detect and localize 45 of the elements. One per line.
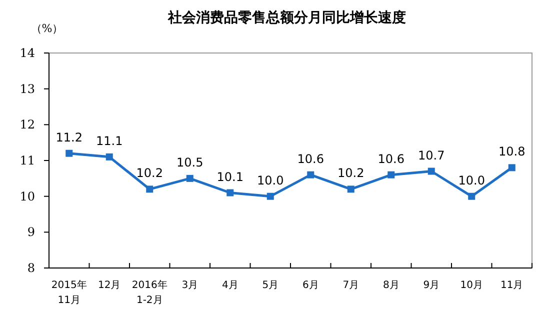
point (468, 192, 476, 200)
data-label: 10.0 (458, 173, 485, 188)
y-tick-label: 13 (20, 82, 35, 96)
data-label: 10.8 (498, 144, 526, 159)
data-label: 10.2 (338, 166, 364, 180)
y-axis-title: （%） (30, 22, 64, 35)
y-tick-label: 9 (27, 225, 35, 240)
y-tick-label: 8 (27, 261, 35, 275)
x-tick-label: 2016年 1-2月 (132, 279, 168, 306)
point (266, 192, 274, 200)
data-label: 10.6 (378, 152, 404, 166)
point (388, 171, 395, 178)
point (186, 174, 194, 182)
data-label: 10.0 (257, 173, 284, 188)
y-tick-label: 14 (20, 46, 36, 60)
point (66, 150, 73, 157)
point (347, 186, 354, 193)
chart-title: 社会消费品零售总额分月同比增长速度 (167, 9, 406, 26)
x-tick-label: 5月 (262, 280, 279, 291)
data-label: 11.1 (96, 134, 123, 148)
x-tick-label: 10月 (460, 280, 483, 291)
point (428, 168, 435, 175)
y-tick-label: 12 (20, 118, 35, 132)
data-label: 10.1 (216, 170, 244, 184)
x-tick-label: 8月 (382, 280, 400, 291)
point (226, 189, 234, 196)
x-tick-label: 9月 (423, 280, 440, 291)
x-tick-label: 3月 (182, 280, 198, 291)
x-tick-label: 6月 (302, 280, 319, 291)
data-label: 10.7 (418, 148, 445, 162)
x-tick-label: 11月 (500, 280, 524, 291)
y-tick-label: 10 (20, 189, 35, 204)
data-label: 11.2 (56, 130, 82, 144)
y-tick-label: 11 (20, 154, 35, 168)
x-tick-label: 2015年 11月 (51, 279, 87, 306)
x-tick-label: 7月 (342, 280, 360, 291)
x-tick-label: 4月 (222, 280, 238, 291)
data-label: 10.6 (297, 152, 324, 166)
data-label: 10.2 (136, 166, 163, 180)
x-tick-label: 12月 (98, 280, 121, 291)
data-label: 10.5 (176, 155, 204, 170)
point (146, 186, 154, 193)
point (106, 153, 113, 160)
point (307, 171, 314, 178)
point (508, 164, 516, 172)
